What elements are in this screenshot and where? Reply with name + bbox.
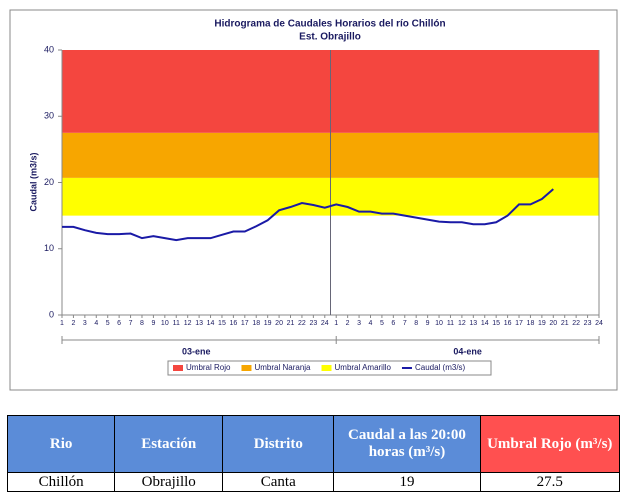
x-tick-label: 3 <box>357 320 361 327</box>
x-tick-label: 21 <box>287 320 295 327</box>
x-tick-label: 1 <box>60 320 64 327</box>
header-cell: Caudal a las 20:00 horas (m³/s) <box>333 415 481 473</box>
x-tick-label: 21 <box>561 320 569 327</box>
chart-subtitle: Est. Obrajillo <box>299 32 361 43</box>
x-tick-label: 2 <box>71 320 75 327</box>
legend-swatch <box>173 365 183 371</box>
header-cell: Distrito <box>222 415 335 473</box>
x-tick-label: 20 <box>275 320 283 327</box>
x-tick-label: 15 <box>492 320 500 327</box>
y-axis-label: Caudal (m3/s) <box>28 152 38 211</box>
x-tick-label: 13 <box>469 320 477 327</box>
cell: 19 <box>333 472 481 492</box>
x-tick-label: 20 <box>549 320 557 327</box>
x-tick-label: 8 <box>140 320 144 327</box>
cell: Canta <box>222 472 335 492</box>
x-tick-label: 5 <box>106 320 110 327</box>
x-tick-label: 8 <box>414 320 418 327</box>
y-tick-label: 30 <box>44 111 54 121</box>
x-tick-label: 22 <box>572 320 580 327</box>
header-row: Rio Estación Distrito Caudal a las 20:00 ho… <box>6 415 620 473</box>
x-tick-label: 14 <box>481 320 489 327</box>
x-tick-label: 2 <box>346 320 350 327</box>
cell: Obrajillo <box>114 472 224 492</box>
y-tick-label: 40 <box>44 44 54 54</box>
series-line <box>62 188 554 242</box>
x-tick-label: 4 <box>369 320 373 327</box>
x-tick-label: 17 <box>515 320 523 327</box>
chart-title: Hidrograma de Caudales Horarios del río … <box>214 19 445 30</box>
x-tick-label: 14 <box>207 320 215 327</box>
chart: Hidrograma de Caudales Horarios del río … <box>9 9 618 391</box>
x-tick-label: 17 <box>241 320 249 327</box>
x-tick-label: 12 <box>184 320 192 327</box>
group-label: 04-ene <box>453 346 482 356</box>
x-tick-label: 19 <box>264 320 272 327</box>
legend-swatch <box>321 365 332 371</box>
x-tick-label: 24 <box>595 320 603 327</box>
y-tick-label: 10 <box>44 243 54 253</box>
x-tick-label: 9 <box>151 320 155 327</box>
x-tick-label: 22 <box>298 320 306 327</box>
x-tick-label: 11 <box>173 320 180 327</box>
x-tick-label: 19 <box>538 320 546 327</box>
legend-label: Umbral Naranja <box>254 363 311 372</box>
legend-label: Umbral Rojo <box>186 363 231 372</box>
cell: Chillón <box>6 472 116 492</box>
x-tick-label: 15 <box>218 320 226 327</box>
x-tick-label: 10 <box>435 320 443 327</box>
x-tick-label: 18 <box>252 320 260 327</box>
x-tick-label: 24 <box>321 320 329 327</box>
x-tick-label: 3 <box>83 320 87 327</box>
x-tick-label: 6 <box>117 320 121 327</box>
x-tick-label: 23 <box>309 320 317 327</box>
x-tick-label: 13 <box>195 320 203 327</box>
x-tick-label: 6 <box>391 320 395 327</box>
header-cell: Estación <box>114 415 224 473</box>
header-cell: Rio <box>6 415 116 473</box>
header-cell: Umbral Rojo (m³/s) <box>479 415 620 473</box>
x-tick-label: 5 <box>380 320 384 327</box>
summary-table: Rio Estación Distrito Caudal a las 20:00 ho… <box>6 415 620 492</box>
cell: 27.5 <box>479 472 620 492</box>
x-tick-label: 7 <box>403 320 407 327</box>
x-tick-label: 11 <box>447 320 454 327</box>
x-tick-label: 16 <box>504 320 512 327</box>
x-tick-label: 18 <box>527 320 535 327</box>
y-tick-label: 20 <box>44 177 54 187</box>
x-tick-label: 4 <box>94 320 98 327</box>
x-tick-label: 9 <box>426 320 430 327</box>
x-tick-label: 7 <box>129 320 133 327</box>
legend-swatch <box>241 365 252 371</box>
x-tick-label: 10 <box>161 320 169 327</box>
legend-label: Caudal (m3/s) <box>415 363 466 372</box>
y-tick-label: 0 <box>49 309 54 319</box>
x-tick-label: 16 <box>229 320 237 327</box>
group-label: 03-ene <box>182 346 211 356</box>
data-row: Chillón Obrajillo Canta 19 27.5 <box>6 472 620 492</box>
legend-label: Umbral Amarillo <box>335 363 392 372</box>
x-tick-label: 23 <box>584 320 592 327</box>
x-tick-label: 12 <box>458 320 466 327</box>
x-tick-label: 1 <box>334 320 338 327</box>
